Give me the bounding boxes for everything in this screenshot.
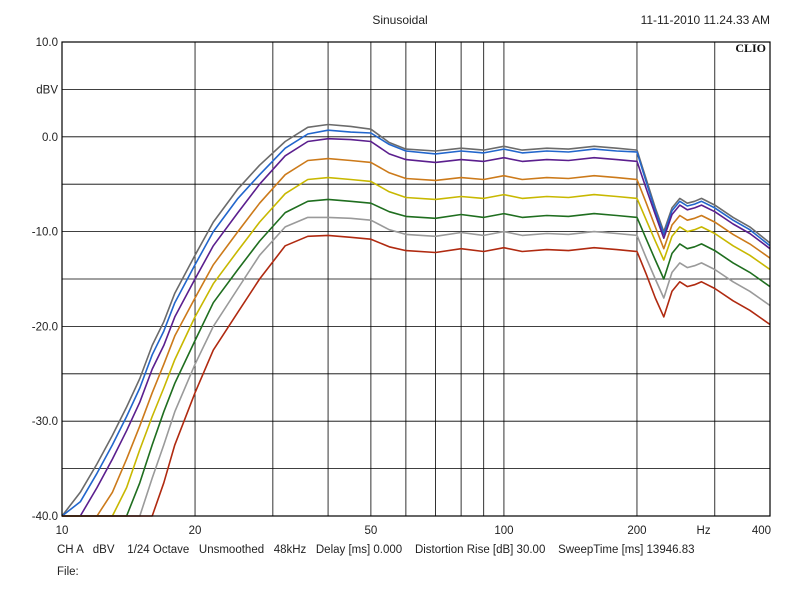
y-tick-label: -30.0 bbox=[32, 416, 58, 428]
series-line bbox=[62, 157, 771, 517]
y-tick-label: -10.0 bbox=[32, 227, 58, 239]
x-tick-label: 50 bbox=[364, 525, 377, 537]
measurement-settings: CH A dBV 1/24 Octave Unsmoothed 48kHz De… bbox=[57, 544, 695, 556]
x-tick-label: 100 bbox=[494, 525, 513, 537]
x-tick-label: 20 bbox=[189, 525, 202, 537]
series-layer bbox=[61, 123, 771, 517]
tick-labels: 10.0 0.0 -10.0 -20.0 -30.0 -40.0 dBV 10 20 50 100 2… bbox=[32, 37, 771, 537]
grid bbox=[62, 42, 770, 516]
series-line bbox=[62, 137, 771, 517]
plot-frame bbox=[61, 41, 771, 517]
x-tick-label: 200 bbox=[627, 525, 646, 537]
series-line bbox=[62, 176, 771, 517]
file-label: File: bbox=[57, 566, 79, 578]
series-line bbox=[62, 198, 771, 517]
timestamp: 11-11-2010 11.24.33 AM bbox=[640, 13, 770, 27]
x-axis-unit: Hz bbox=[697, 525, 711, 537]
y-tick-label: -20.0 bbox=[32, 321, 58, 333]
series-line bbox=[62, 234, 771, 517]
y-tick-label: 0.0 bbox=[42, 132, 58, 144]
x-tick-label: 400 bbox=[752, 525, 771, 537]
x-tick-label: 10 bbox=[56, 525, 69, 537]
chart-title: Sinusoidal bbox=[372, 13, 428, 27]
series-line bbox=[62, 216, 771, 517]
y-tick-label: 10.0 bbox=[36, 37, 58, 49]
brand-logo: CLIO bbox=[735, 41, 766, 55]
y-tick-label: -40.0 bbox=[32, 511, 58, 523]
series-line bbox=[61, 129, 771, 517]
y-axis-unit: dBV bbox=[36, 84, 58, 96]
series-line bbox=[61, 123, 771, 517]
